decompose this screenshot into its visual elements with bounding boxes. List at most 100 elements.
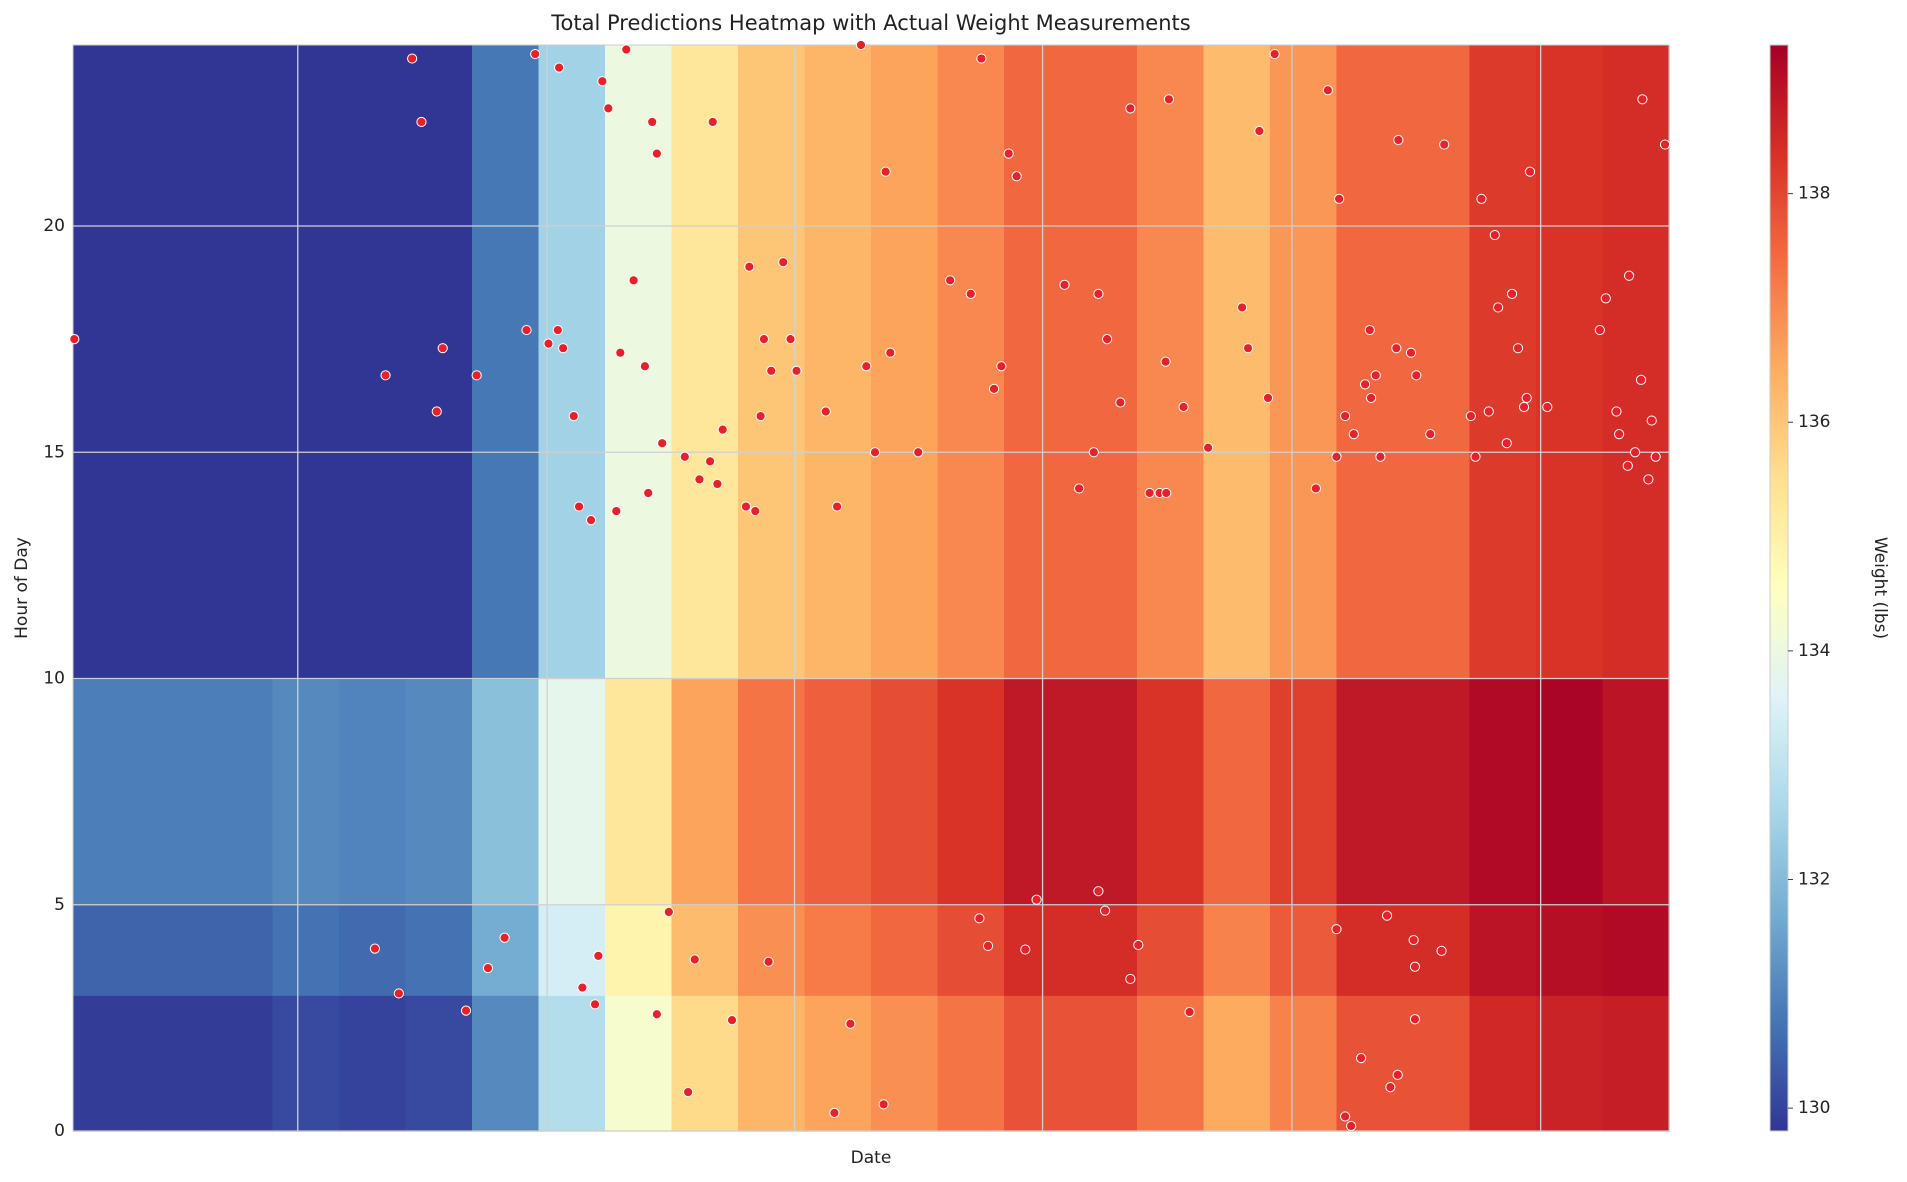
measurement-point [499, 932, 510, 943]
measurement-point [1646, 415, 1657, 426]
measurement-point [1614, 429, 1625, 440]
measurement-point [1364, 324, 1375, 336]
measurement-point [657, 438, 668, 449]
measurement-point [585, 515, 597, 526]
heatmap-cell [1536, 995, 1604, 1132]
measurement-point [1629, 447, 1641, 458]
measurement-point [1659, 139, 1671, 150]
measurement-point [755, 410, 766, 422]
heatmap-cell [73, 45, 141, 680]
measurement-point [407, 53, 418, 64]
measurement-point [880, 166, 891, 177]
y-tick-label: 20 [43, 216, 65, 236]
measurement-point [628, 275, 639, 286]
measurement-point [1359, 379, 1371, 390]
heatmap-cell [605, 678, 673, 906]
measurement-point [717, 424, 728, 435]
heatmap-cell [804, 678, 872, 906]
measurement-point [1489, 229, 1500, 241]
measurement-point [707, 116, 718, 128]
measurement-point [1334, 193, 1345, 204]
measurement-point [1254, 125, 1265, 137]
heatmap-cell [871, 904, 939, 996]
heatmap-cell [272, 904, 340, 996]
heatmap-cell [472, 45, 540, 680]
heatmap-cell [671, 995, 739, 1132]
measurement-point [763, 956, 774, 967]
heatmap-cell [1203, 904, 1271, 996]
heatmap-cell [1004, 45, 1072, 680]
measurement-point [820, 406, 831, 417]
heatmap-cell [272, 995, 340, 1132]
measurement-point [1088, 447, 1099, 458]
colorbar-label: Weight (lbs) [1870, 537, 1890, 639]
heatmap-cell [804, 904, 872, 996]
measurement-point [369, 943, 381, 954]
heatmap-cell [1602, 45, 1670, 680]
measurement-point [1133, 939, 1144, 951]
measurement-point [1348, 429, 1359, 440]
heatmap-cell [73, 904, 141, 996]
measurement-point [831, 501, 843, 512]
heatmap-cell [272, 45, 340, 680]
heatmap-cell [1336, 904, 1404, 996]
colorbar-tick-label: 134 [1798, 641, 1830, 661]
measurement-point [589, 999, 601, 1010]
heatmap-cell [1469, 678, 1537, 906]
measurement-point [1425, 429, 1436, 440]
measurement-point [597, 76, 608, 87]
heatmap-cell [1469, 995, 1537, 1132]
heatmap-cell [139, 678, 207, 906]
measurement-point [416, 116, 427, 128]
measurement-point [1322, 85, 1333, 96]
measurement-point [651, 1009, 662, 1020]
measurement-point [437, 343, 448, 354]
measurement-point [1003, 148, 1014, 159]
measurement-point [471, 370, 482, 381]
y-tick-label: 0 [54, 1121, 65, 1141]
measurement-point [785, 334, 796, 345]
measurement-point [615, 347, 626, 358]
measurement-point [1184, 1006, 1195, 1018]
measurement-point [778, 257, 789, 268]
measurement-point [558, 343, 569, 354]
measurement-point [1385, 1082, 1396, 1093]
measurement-point [552, 324, 563, 336]
heatmap-cell [1004, 904, 1072, 996]
heatmap-cell [1469, 904, 1537, 996]
heatmap-cell [1203, 678, 1271, 906]
y-tick-label: 15 [43, 442, 65, 462]
measurement-point [861, 361, 872, 372]
colorbar-tick-label: 130 [1798, 1098, 1830, 1118]
measurement-point [380, 370, 391, 381]
heatmap-cell [139, 995, 207, 1132]
measurement-point [573, 501, 585, 512]
y-axis-label: Hour of Day [12, 537, 32, 639]
heatmap-cell [405, 678, 473, 906]
measurement-point [643, 487, 654, 499]
heatmap-cell [871, 995, 939, 1132]
measurement-point [1242, 343, 1254, 354]
heatmap-cell [605, 904, 673, 996]
measurement-point [1101, 334, 1113, 345]
measurement-point [1611, 406, 1622, 417]
heatmap-cell [206, 678, 274, 906]
measurement-point [1439, 139, 1450, 150]
measurement-point [982, 940, 994, 952]
measurement-point [1470, 451, 1481, 462]
measurement-point [965, 288, 976, 299]
measurement-point [1594, 324, 1605, 336]
heatmap-cell [538, 995, 606, 1132]
measurement-point [974, 913, 985, 924]
plot-frame [72, 44, 1670, 1132]
measurement-point [1115, 397, 1126, 408]
measurement-point [393, 988, 404, 999]
heatmap-cell [73, 995, 141, 1132]
measurement-point [1391, 343, 1402, 354]
measurement-point [791, 365, 802, 376]
measurement-point [611, 505, 622, 517]
heatmap-cell [472, 995, 540, 1132]
heatmap-cell [405, 995, 473, 1132]
measurement-point [996, 361, 1007, 372]
measurement-point [1622, 460, 1633, 471]
